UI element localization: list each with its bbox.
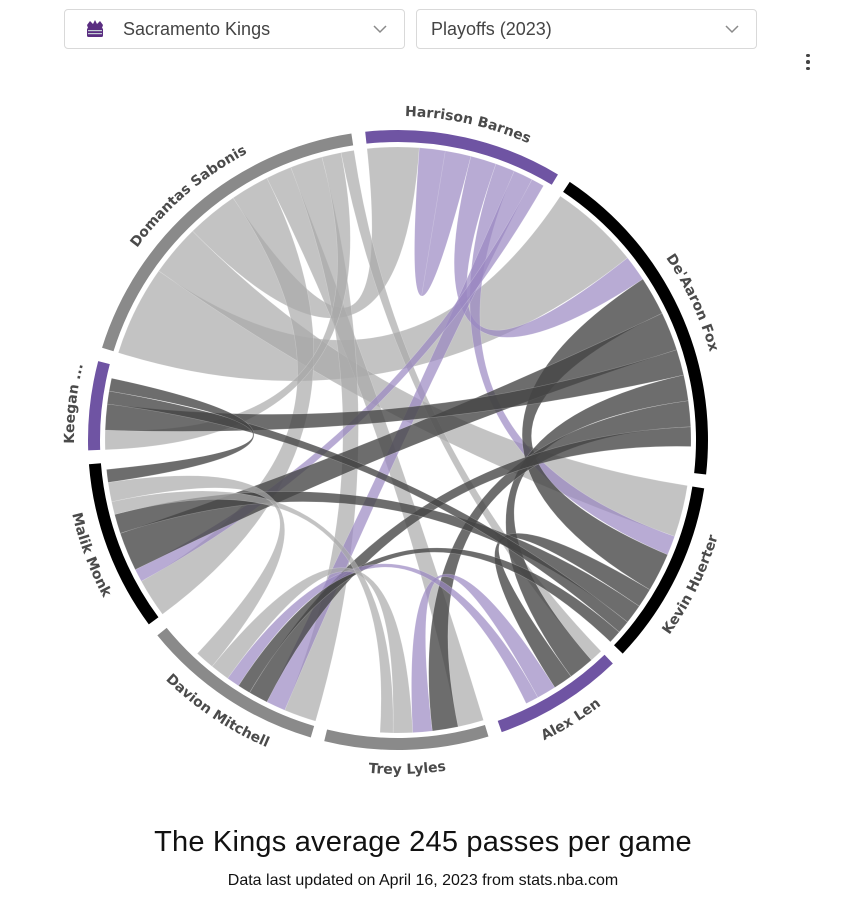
season-select-value: Playoffs (2023): [431, 18, 552, 39]
ribbon-22[interactable]: [238, 547, 620, 694]
ribbon-21[interactable]: [106, 390, 628, 633]
chart-subtitle: Data last updated on April 16, 2023 from…: [227, 872, 619, 889]
ribbon-26[interactable]: [111, 490, 394, 734]
chevron-down-icon: [373, 25, 387, 34]
arc-malik-monk[interactable]: [88, 463, 159, 625]
ribbon-12[interactable]: [134, 179, 544, 582]
ribbon-27[interactable]: [107, 475, 285, 667]
player-arcs: [87, 130, 708, 750]
chart-title: The Kings average 245 passes per game: [154, 826, 692, 858]
ribbon-19[interactable]: [494, 533, 651, 688]
chevron-down-icon: [725, 25, 739, 34]
arc-kevin-huerter[interactable]: [614, 486, 705, 654]
arc-harrison-barnes[interactable]: [365, 130, 558, 185]
kings-logo-icon: [85, 18, 105, 40]
player-label: Trey Lyles: [368, 759, 447, 778]
arc-keegan-murray[interactable]: [87, 361, 110, 451]
ribbon-15[interactable]: [104, 349, 685, 432]
ribbon-18[interactable]: [249, 426, 692, 703]
team-select[interactable]: Sacramento Kings: [64, 9, 405, 49]
ribbon-23[interactable]: [411, 573, 556, 733]
ribbon-16[interactable]: [505, 374, 689, 677]
player-label: Keegan ...: [62, 362, 87, 444]
ribbon-24[interactable]: [227, 563, 539, 704]
arc-alex-len[interactable]: [497, 654, 613, 733]
ribbon-8[interactable]: [414, 147, 472, 297]
season-select[interactable]: Playoffs (2023): [416, 9, 757, 49]
ribbon-6[interactable]: [104, 152, 351, 451]
more-options-icon[interactable]: [800, 50, 816, 74]
ribbons: [104, 146, 692, 734]
arc-de-aaron-fox[interactable]: [563, 181, 708, 475]
ribbon-25[interactable]: [211, 567, 414, 734]
ribbon-28[interactable]: [106, 377, 254, 483]
arc-davion-mitchell[interactable]: [157, 627, 315, 738]
team-select-value: Sacramento Kings: [123, 18, 271, 39]
arc-trey-lyles[interactable]: [324, 725, 489, 750]
